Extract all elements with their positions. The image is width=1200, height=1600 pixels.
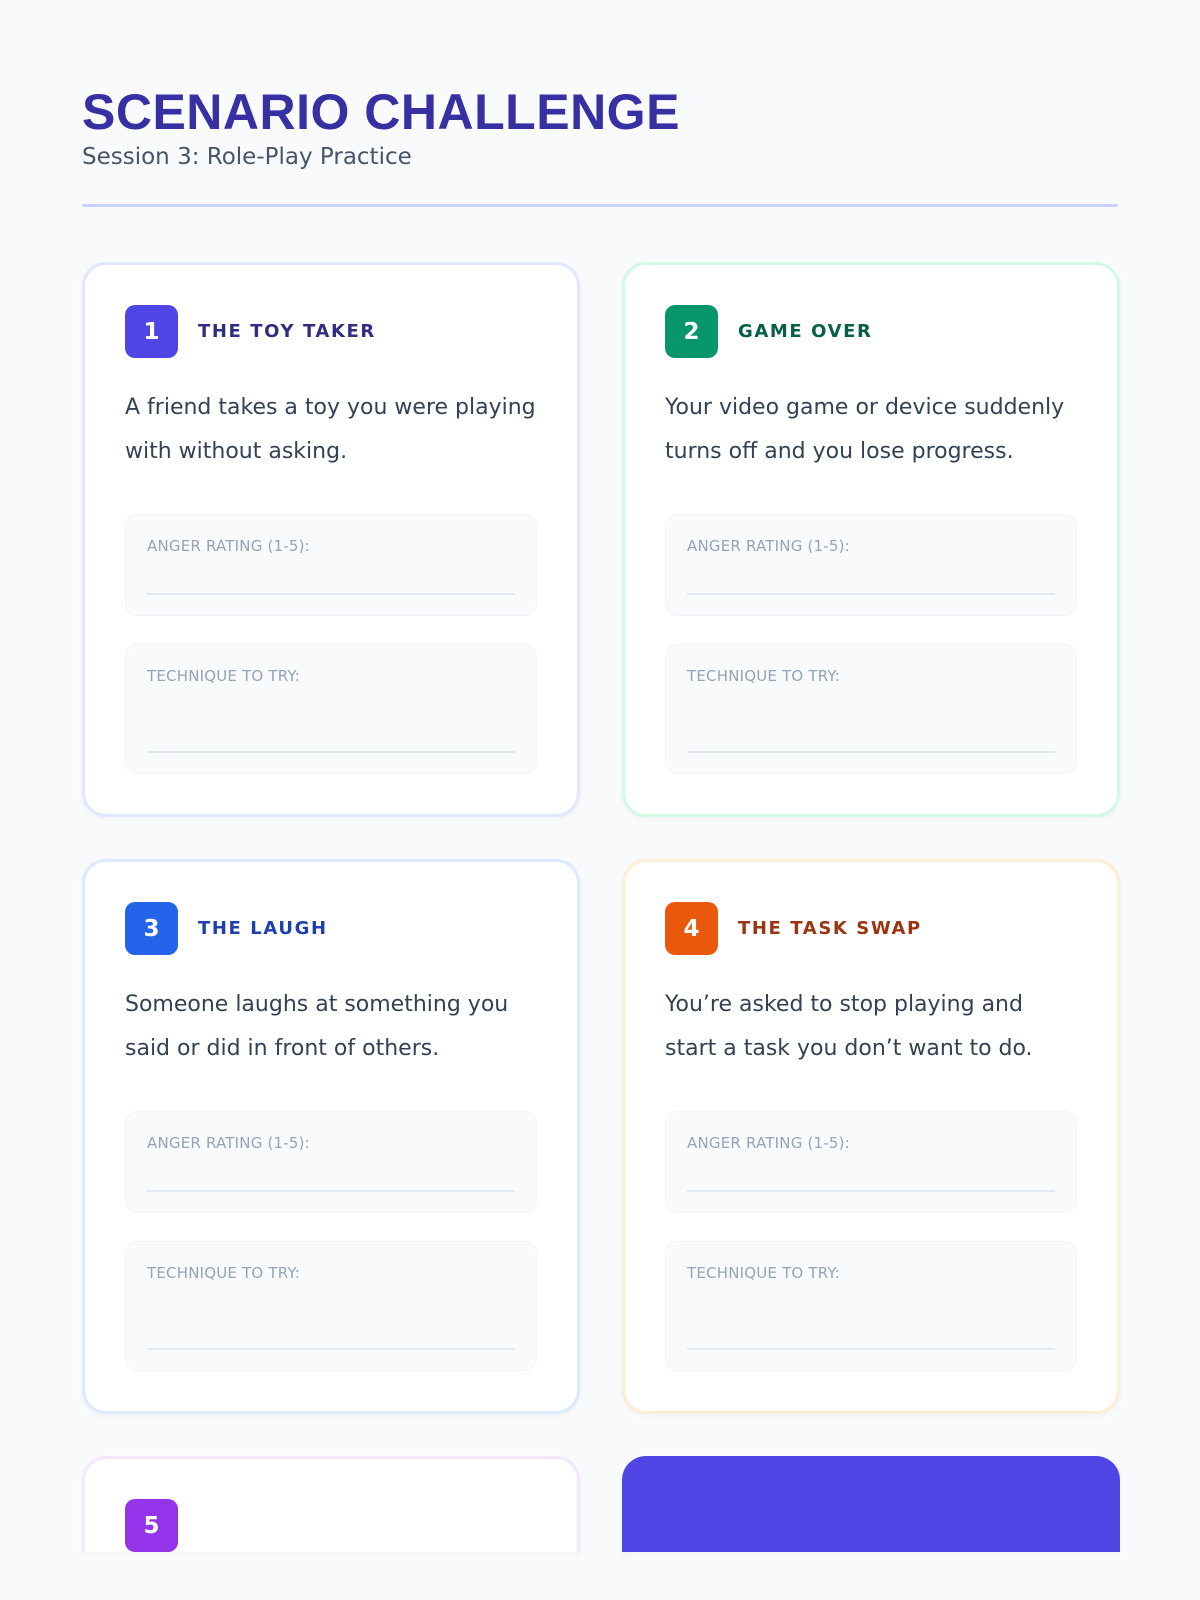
scenario-grid: 1 THE TOY TAKER A friend takes a toy you w… — [82, 262, 1120, 1552]
header-divider — [82, 204, 1118, 207]
response-fields: ANGER RATING (1-5): TECHNIQUE TO TRY: — [665, 1071, 1077, 1371]
scenario-number-badge: 4 — [665, 902, 718, 955]
technique-field[interactable]: TECHNIQUE TO TRY: — [665, 1241, 1077, 1371]
anger-rating-field[interactable]: ANGER RATING (1-5): — [125, 1111, 537, 1213]
scenario-title: GAME OVER — [738, 321, 873, 342]
anger-rating-input-line[interactable] — [147, 1152, 515, 1192]
anger-rating-label: ANGER RATING (1-5): — [687, 537, 850, 555]
scenario-title: THE TOY TAKER — [198, 321, 376, 342]
technique-input-line[interactable] — [147, 1282, 515, 1350]
page-subtitle: Session 3: Role-Play Practice — [82, 144, 412, 170]
card-header: 4 THE TASK SWAP — [665, 902, 1077, 955]
scenario-description: A friend takes a toy you were playing wi… — [125, 395, 536, 464]
scenario-number-badge: 5 — [125, 1499, 178, 1552]
scenario-title: THE LAUGH — [198, 918, 328, 939]
technique-input-line[interactable] — [687, 685, 1055, 753]
anger-rating-field[interactable]: ANGER RATING (1-5): — [665, 514, 1077, 616]
anger-rating-input-line[interactable] — [147, 555, 515, 595]
scenario-number-badge: 1 — [125, 305, 178, 358]
scenario-description: Someone laughs at something you said or … — [125, 992, 509, 1061]
card-header: 2 GAME OVER — [665, 305, 1077, 358]
technique-label: TECHNIQUE TO TRY: — [687, 667, 841, 685]
technique-input-line[interactable] — [687, 1282, 1055, 1350]
scenario-title: THE TASK SWAP — [738, 918, 922, 939]
scenario-card: 3 THE LAUGH Someone laughs at something yo… — [82, 859, 580, 1414]
scenario-card: 4 THE TASK SWAP You’re asked to stop playi… — [622, 859, 1120, 1414]
technique-label: TECHNIQUE TO TRY: — [147, 667, 301, 685]
highlight-card — [622, 1456, 1120, 1552]
scenario-number-badge: 3 — [125, 902, 178, 955]
technique-input-line[interactable] — [147, 685, 515, 753]
card-header: 1 THE TOY TAKER — [125, 305, 537, 358]
scenario-number-badge: 2 — [665, 305, 718, 358]
technique-field[interactable]: TECHNIQUE TO TRY: — [125, 1241, 537, 1371]
card-header: 3 THE LAUGH — [125, 902, 537, 955]
scenario-description: Your video game or device suddenly turns… — [665, 395, 1065, 464]
technique-label: TECHNIQUE TO TRY: — [687, 1264, 841, 1282]
anger-rating-field[interactable]: ANGER RATING (1-5): — [125, 514, 537, 616]
scenario-card: 1 THE TOY TAKER A friend takes a toy you w… — [82, 262, 580, 817]
response-fields: ANGER RATING (1-5): TECHNIQUE TO TRY: — [125, 1071, 537, 1371]
worksheet-page: SCENARIO CHALLENGE Session 3: Role-Play … — [82, 84, 1120, 1552]
card-header: 5 — [125, 1499, 537, 1552]
anger-rating-label: ANGER RATING (1-5): — [147, 1134, 310, 1152]
anger-rating-field[interactable]: ANGER RATING (1-5): — [665, 1111, 1077, 1213]
anger-rating-input-line[interactable] — [687, 555, 1055, 595]
scenario-description: You’re asked to stop playing and start a… — [665, 992, 1033, 1061]
scenario-card: 5 — [82, 1456, 580, 1552]
technique-label: TECHNIQUE TO TRY: — [147, 1264, 301, 1282]
response-fields: ANGER RATING (1-5): TECHNIQUE TO TRY: — [125, 474, 537, 774]
anger-rating-label: ANGER RATING (1-5): — [687, 1134, 850, 1152]
page-title: SCENARIO CHALLENGE — [82, 84, 680, 140]
technique-field[interactable]: TECHNIQUE TO TRY: — [125, 644, 537, 774]
anger-rating-input-line[interactable] — [687, 1152, 1055, 1192]
technique-field[interactable]: TECHNIQUE TO TRY: — [665, 644, 1077, 774]
response-fields: ANGER RATING (1-5): TECHNIQUE TO TRY: — [665, 474, 1077, 774]
scenario-card: 2 GAME OVER Your video game or device sudd… — [622, 262, 1120, 817]
anger-rating-label: ANGER RATING (1-5): — [147, 537, 310, 555]
